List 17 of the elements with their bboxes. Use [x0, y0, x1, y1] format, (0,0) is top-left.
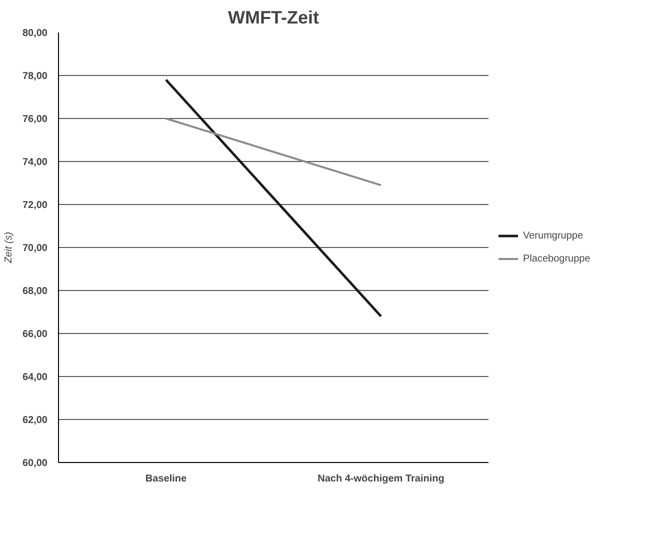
y-tick-label: 62,00: [22, 415, 48, 426]
y-tick-label: 76,00: [22, 114, 48, 125]
y-tick-label: 70,00: [22, 243, 48, 254]
x-tick-label: Nach 4-wöchigem Training: [318, 474, 444, 484]
chart-title: WMFT-Zeit: [228, 8, 319, 28]
y-tick-label: 80,00: [22, 28, 48, 39]
y-axis-title: Zeit (s): [3, 232, 14, 264]
y-tick-label: 78,00: [22, 71, 48, 82]
y-tick-label: 68,00: [22, 286, 48, 297]
legend-label: Verumgruppe: [523, 230, 584, 241]
y-tick-label: 66,00: [22, 329, 48, 340]
y-tick-label: 64,00: [22, 372, 48, 383]
legend-label: Placebogruppe: [523, 253, 590, 264]
y-tick-label: 72,00: [22, 200, 48, 211]
x-tick-label: Baseline: [145, 474, 188, 484]
y-tick-label: 60,00: [22, 458, 48, 469]
y-tick-label: 74,00: [22, 157, 48, 168]
